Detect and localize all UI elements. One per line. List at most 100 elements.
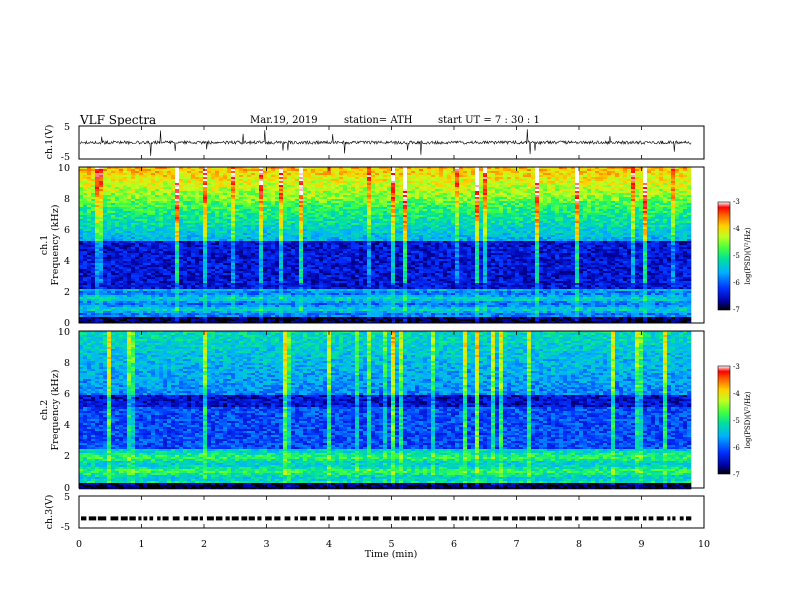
spec1-cell (615, 229, 620, 232)
spec1-cell (403, 227, 408, 230)
spec1-cell (279, 195, 284, 198)
spec1-cell (299, 209, 304, 212)
spec1-cell (155, 169, 160, 172)
spec1-cell (495, 223, 500, 226)
spec1-cell (223, 189, 228, 192)
spec1-cell (403, 223, 408, 226)
spec1-cell (495, 197, 500, 200)
spec1-cell (211, 211, 216, 214)
spec1-cell (439, 215, 444, 218)
spec1-cell (523, 211, 528, 214)
spec1-cell (391, 205, 396, 208)
spec1-cell (595, 181, 600, 184)
spec1-cell (643, 223, 648, 226)
spec1-cell (299, 195, 304, 198)
spec1-cell (571, 183, 576, 186)
spec1-cell (151, 185, 156, 188)
spec1-cell (171, 229, 176, 232)
spec1-cell (299, 207, 304, 210)
spec1-cell (651, 229, 656, 232)
spec1-cell (479, 197, 484, 200)
spec1-cell (583, 175, 588, 178)
spec1-cell (307, 205, 312, 208)
spec1-cell (299, 191, 304, 194)
spec1-cell (227, 231, 232, 234)
spec1-cell (395, 189, 400, 192)
spec1-cell (91, 177, 96, 180)
spec1-cell (255, 195, 260, 198)
spec1-cell (435, 211, 440, 214)
spec1-cell (503, 189, 508, 192)
spec1-cell (103, 203, 108, 206)
spec1-cell (307, 171, 312, 174)
spec1-cell (175, 179, 180, 182)
spec1-cell (535, 193, 540, 196)
spec1-cell (623, 169, 628, 172)
spec1-cell (127, 201, 132, 204)
spec1-cell (419, 211, 424, 214)
spec1-cell (611, 171, 616, 174)
spec1-cell (651, 223, 656, 226)
spec1-cell (383, 205, 388, 208)
spec1-cell (319, 193, 324, 196)
spec1-cell (355, 211, 360, 214)
spec1-cell (627, 199, 632, 202)
spec1-cell (175, 211, 180, 214)
spec1-cell (271, 203, 276, 206)
spec1-cell (591, 167, 596, 170)
spec1-cell (663, 169, 668, 172)
spec1-cell (375, 179, 380, 182)
spec1-cell (215, 229, 220, 232)
spec1-cell (411, 175, 416, 178)
spec1-cell (295, 217, 300, 220)
spec1-cell (471, 213, 476, 216)
spec1-cell (175, 177, 180, 180)
spec1-cell (251, 193, 256, 196)
spec1-cell (291, 207, 296, 210)
spec1-cell (399, 183, 404, 186)
spec1-cell (279, 201, 284, 204)
spec1-cell (103, 209, 108, 212)
spec1-cell (523, 185, 528, 188)
spec1-cell (331, 195, 336, 198)
spec1-cell (195, 171, 200, 174)
spec1-cell (543, 203, 548, 206)
spec1-cell (471, 203, 476, 206)
spec1-cell (287, 213, 292, 216)
spec1-cell (131, 197, 136, 200)
spec1-cell (111, 221, 116, 224)
spec1-cell (371, 189, 376, 192)
spec1-cell (371, 191, 376, 194)
spec1-cell (455, 171, 460, 174)
spec1-cell (571, 177, 576, 180)
spec1-cell (479, 199, 484, 202)
spec1-cell (431, 223, 436, 226)
spec1-cell (99, 197, 104, 200)
spec1-cell (531, 179, 536, 182)
spec1-cell (419, 195, 424, 198)
spec1-cell (115, 217, 120, 220)
spec1-cell (591, 199, 596, 202)
spec1-cell (279, 215, 284, 218)
spec1-cell (647, 211, 652, 214)
spec1-cell (151, 205, 156, 208)
spec1-cell (99, 209, 104, 212)
spec1-cell (335, 169, 340, 172)
spec1-cell (383, 201, 388, 204)
spec1-cell (687, 175, 692, 178)
spec1-cell (339, 177, 344, 180)
spec1-cell (443, 169, 448, 172)
spec1-cell (523, 207, 528, 210)
spec1-cell (203, 201, 208, 204)
spec1-cell (607, 183, 612, 186)
spec1-cell (287, 227, 292, 230)
spec1-cell (543, 177, 548, 180)
spec1-cell (515, 227, 520, 230)
spec1-cell (323, 191, 328, 194)
spec1-cell (647, 187, 652, 190)
spec1-cell (379, 197, 384, 200)
spec1-cell (563, 211, 568, 214)
spec1-cell (663, 201, 668, 204)
spec1-cell (163, 231, 168, 234)
spec1-cell (467, 195, 472, 198)
